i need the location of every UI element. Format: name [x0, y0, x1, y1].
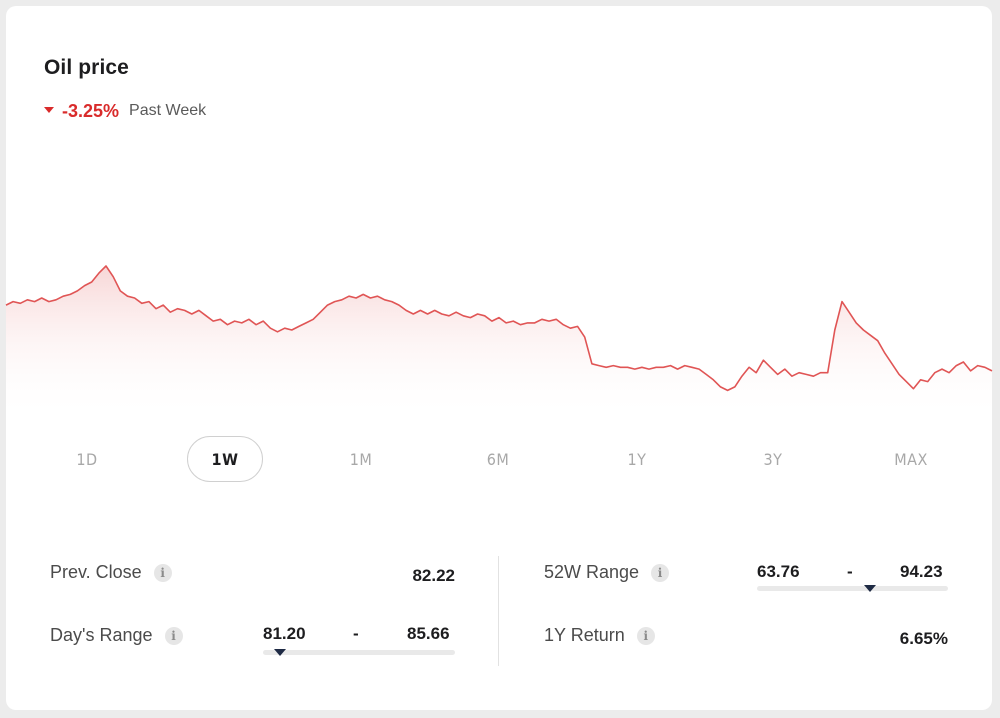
prev-close-row: Prev. Close i [50, 562, 172, 583]
range-52w-label: 52W Range [544, 562, 640, 582]
days-range-bar [263, 649, 455, 656]
page-title: Oil price [44, 56, 129, 79]
tab-1w[interactable]: 1W [187, 436, 263, 482]
prev-close-label: Prev. Close [50, 562, 142, 582]
days-range-marker [274, 649, 287, 656]
tab-1m[interactable]: 1M [349, 449, 373, 469]
tab-3y[interactable]: 3Y [763, 449, 783, 469]
return-1y-label: 1Y Return [544, 625, 625, 645]
info-icon[interactable]: i [651, 563, 670, 582]
chart-area-fill [6, 266, 992, 420]
info-icon[interactable]: i [164, 626, 183, 645]
range-52w-row: 52W Range i [544, 562, 670, 583]
range-52w-separator: - [847, 562, 853, 581]
change-period: Past Week [129, 102, 207, 119]
range-52w-marker [863, 585, 876, 592]
return-1y-row: 1Y Return i [544, 625, 655, 646]
days-range-row: Day's Range i [50, 625, 183, 646]
prev-close-value: 82.22 [412, 566, 455, 585]
return-1y-value: 6.65% [899, 629, 948, 648]
tab-max[interactable]: MAX [894, 449, 928, 469]
info-icon[interactable]: i [153, 563, 172, 582]
column-divider [498, 556, 499, 666]
days-range-low: 81.20 [263, 624, 306, 643]
days-range-high: 85.66 [407, 624, 450, 643]
tab-1d[interactable]: 1D [76, 449, 98, 469]
range-52w-high: 94.23 [900, 562, 943, 581]
range-52w-low: 63.76 [757, 562, 800, 581]
down-arrow-icon [44, 107, 54, 113]
tab-1y[interactable]: 1Y [627, 449, 647, 469]
days-range-separator: - [353, 624, 359, 643]
price-chart [5, 265, 993, 420]
days-range-label: Day's Range [50, 625, 153, 645]
change-value: -3.25% [62, 100, 120, 121]
chart-series-line [5, 265, 993, 392]
tab-6m[interactable]: 6M [486, 449, 510, 469]
timeframe-tabs: 1D 1W 1M 6M 1Y 3Y MAX [0, 436, 1000, 484]
info-icon[interactable]: i [636, 626, 655, 645]
range-52w-bar [757, 585, 948, 592]
price-change: -3.25% Past Week [44, 100, 206, 122]
